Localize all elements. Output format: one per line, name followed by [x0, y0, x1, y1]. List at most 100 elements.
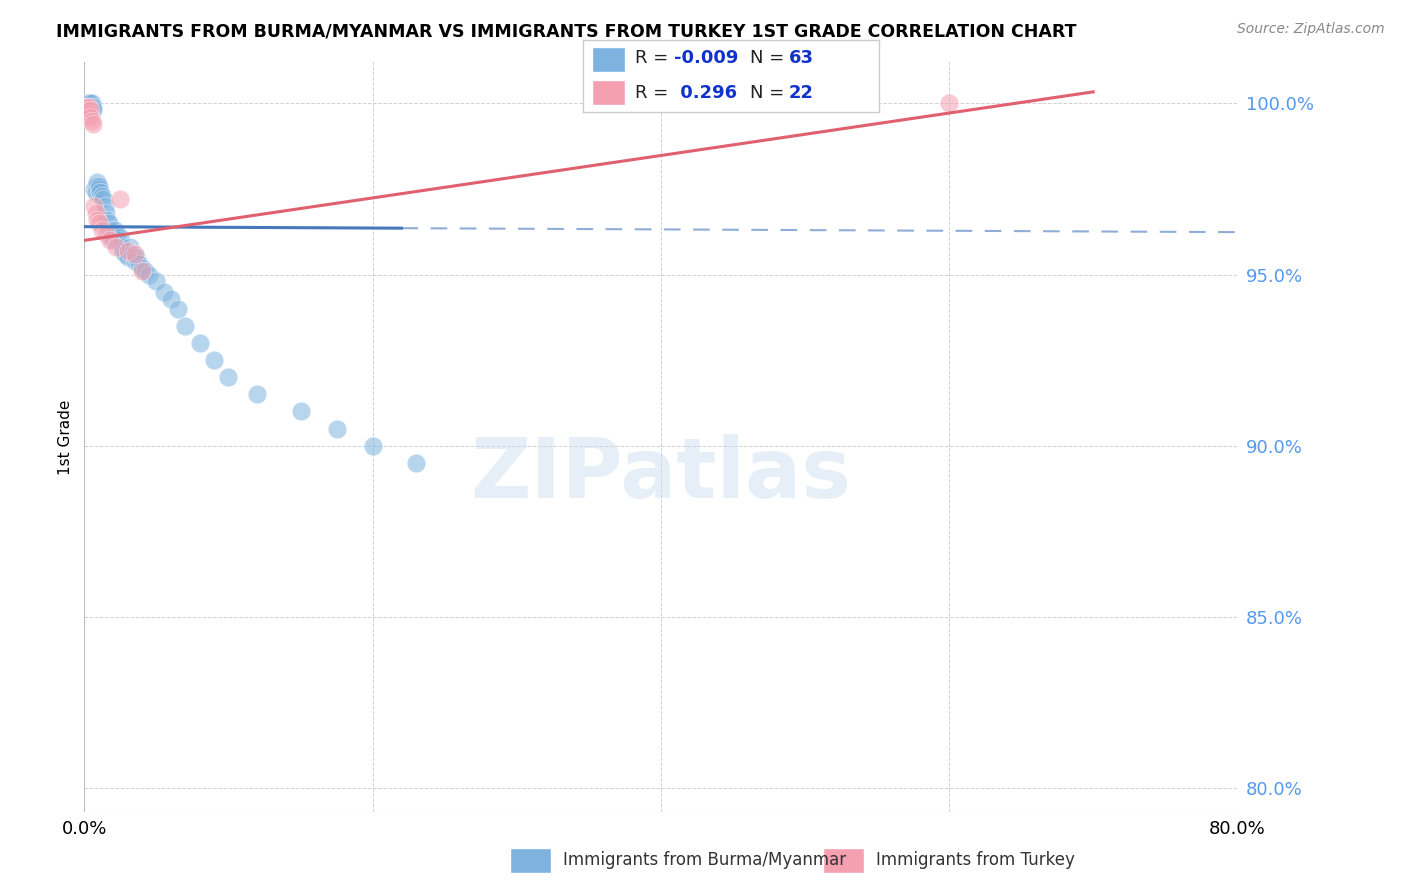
- Point: [104, 223, 127, 237]
- Point: [77, 96, 100, 111]
- Point: [218, 370, 240, 384]
- Point: [134, 264, 156, 278]
- Point: [202, 353, 225, 368]
- Point: [112, 244, 135, 258]
- Point: [124, 247, 146, 261]
- Text: Source: ZipAtlas.com: Source: ZipAtlas.com: [1237, 22, 1385, 37]
- Point: [79, 100, 101, 114]
- Text: 0.296: 0.296: [673, 84, 737, 102]
- Point: [77, 107, 100, 121]
- Text: ZIPatlas: ZIPatlas: [471, 434, 851, 515]
- Point: [361, 439, 384, 453]
- Text: 22: 22: [789, 84, 814, 102]
- Point: [79, 96, 101, 111]
- Point: [167, 301, 190, 316]
- Point: [128, 257, 150, 271]
- Point: [152, 285, 174, 299]
- Point: [97, 216, 120, 230]
- Point: [82, 117, 104, 131]
- Point: [87, 178, 110, 193]
- Point: [107, 233, 129, 247]
- Point: [114, 247, 136, 261]
- Text: IMMIGRANTS FROM BURMA/MYANMAR VS IMMIGRANTS FROM TURKEY 1ST GRADE CORRELATION CH: IMMIGRANTS FROM BURMA/MYANMAR VS IMMIGRA…: [56, 22, 1077, 40]
- Point: [90, 189, 112, 203]
- Point: [100, 230, 122, 244]
- Point: [87, 182, 110, 196]
- Point: [174, 318, 197, 333]
- Point: [83, 182, 105, 196]
- Text: -0.009: -0.009: [673, 49, 738, 67]
- Point: [75, 100, 97, 114]
- Point: [290, 404, 312, 418]
- Point: [82, 103, 104, 118]
- Point: [83, 199, 105, 213]
- Point: [80, 100, 103, 114]
- Point: [84, 206, 107, 220]
- Point: [110, 192, 132, 206]
- Point: [76, 103, 98, 118]
- Point: [80, 100, 103, 114]
- Point: [82, 100, 104, 114]
- Point: [145, 274, 167, 288]
- Point: [160, 292, 183, 306]
- Y-axis label: 1st Grade: 1st Grade: [58, 400, 73, 475]
- Bar: [592, 46, 624, 71]
- Text: N =: N =: [751, 49, 790, 67]
- Text: N =: N =: [751, 84, 790, 102]
- Text: 63: 63: [789, 49, 814, 67]
- Point: [79, 110, 101, 124]
- Point: [138, 268, 160, 282]
- Point: [76, 100, 98, 114]
- Point: [89, 186, 111, 200]
- Point: [75, 96, 97, 111]
- Point: [124, 253, 146, 268]
- Text: Immigrants from Burma/Myanmar: Immigrants from Burma/Myanmar: [562, 851, 846, 869]
- Point: [94, 227, 117, 241]
- Point: [96, 212, 118, 227]
- Point: [84, 178, 107, 193]
- Point: [86, 175, 108, 189]
- Point: [76, 100, 98, 114]
- Point: [87, 216, 110, 230]
- Point: [76, 100, 98, 114]
- Bar: [592, 80, 624, 105]
- Text: Immigrants from Turkey: Immigrants from Turkey: [876, 851, 1074, 869]
- Point: [246, 387, 269, 401]
- Point: [117, 244, 139, 258]
- Point: [105, 227, 128, 241]
- Point: [77, 100, 100, 114]
- Point: [76, 96, 98, 111]
- Text: R =: R =: [636, 49, 673, 67]
- Point: [121, 247, 143, 261]
- Point: [111, 240, 134, 254]
- Point: [79, 100, 101, 114]
- Point: [125, 251, 148, 265]
- Point: [84, 186, 107, 200]
- Point: [98, 223, 121, 237]
- Point: [110, 230, 132, 244]
- Point: [117, 251, 139, 265]
- Point: [938, 96, 960, 111]
- Point: [77, 100, 100, 114]
- Bar: [823, 847, 865, 873]
- Point: [120, 240, 142, 254]
- Point: [77, 96, 100, 111]
- Point: [188, 336, 211, 351]
- Text: R =: R =: [636, 84, 673, 102]
- Bar: [510, 847, 551, 873]
- Point: [86, 212, 108, 227]
- Point: [103, 233, 124, 247]
- Point: [80, 96, 103, 111]
- Point: [131, 264, 153, 278]
- Point: [94, 206, 117, 220]
- Point: [405, 456, 427, 470]
- Point: [80, 113, 103, 128]
- Point: [91, 192, 114, 206]
- Point: [93, 199, 115, 213]
- Point: [75, 96, 97, 111]
- Point: [105, 240, 128, 254]
- Point: [79, 103, 101, 118]
- Point: [325, 421, 347, 435]
- Point: [131, 260, 153, 275]
- Point: [90, 223, 112, 237]
